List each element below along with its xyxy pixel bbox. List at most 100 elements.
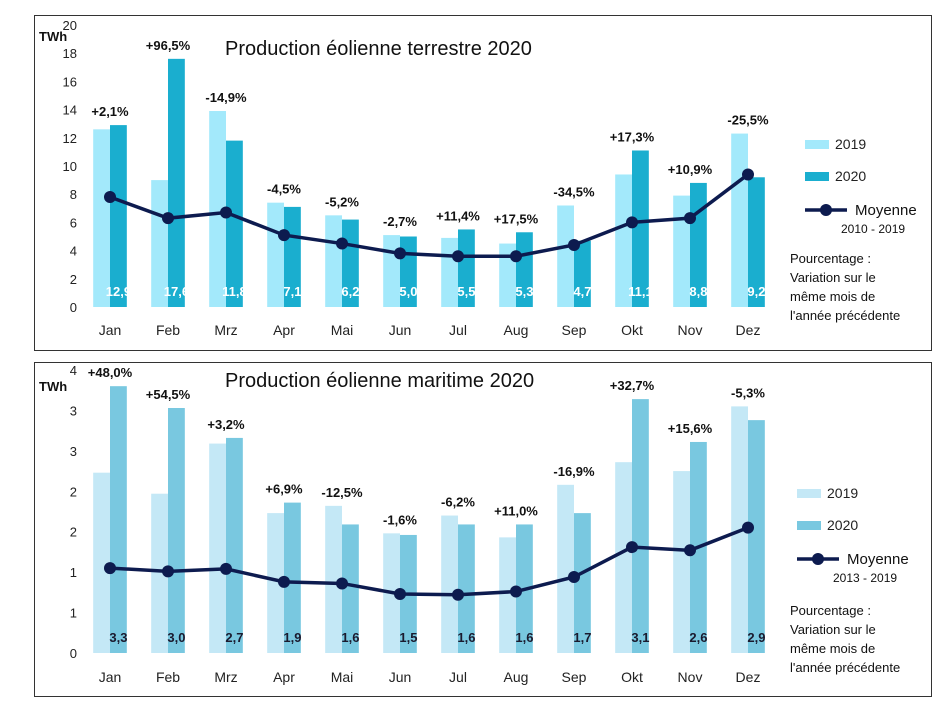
- y-tick-label: 3: [70, 403, 77, 418]
- percentage-note-line: Variation sur le: [790, 270, 876, 285]
- pct-change-label: -5,2%: [325, 194, 359, 209]
- bar-2019: [267, 202, 284, 307]
- bar-2019: [151, 493, 168, 653]
- bar-value-label: 5,5: [457, 284, 475, 299]
- bar-2019: [383, 235, 400, 307]
- y-axis-unit: TWh: [39, 379, 67, 394]
- y-tick-label: 8: [70, 187, 77, 202]
- bar-2019: [325, 215, 342, 307]
- pct-change-label: +15,6%: [668, 421, 713, 436]
- legend-marker-average: [812, 553, 824, 565]
- bar-value-label: 2,6: [689, 630, 707, 645]
- x-tick-label: Mrz: [214, 669, 237, 685]
- y-tick-label: 12: [63, 131, 77, 146]
- average-point: [510, 585, 522, 598]
- x-tick-label: Sep: [562, 669, 587, 685]
- legend-label-average: Moyenne: [847, 551, 909, 568]
- x-tick-label: Mai: [331, 322, 354, 338]
- average-point: [278, 229, 290, 242]
- x-tick-label: Dez: [736, 669, 761, 685]
- legend-label-2019: 2019: [827, 485, 858, 501]
- pct-change-label: +11,4%: [436, 208, 480, 223]
- bar-value-label: 1,6: [457, 630, 475, 645]
- bar-2020: [574, 240, 591, 307]
- average-line: [109, 526, 749, 597]
- average-point: [452, 250, 464, 263]
- bar-value-label: 7,1: [283, 284, 301, 299]
- x-tick-label: Jun: [389, 322, 412, 338]
- bar-2020: [110, 386, 127, 653]
- bar-value-label: 4,7: [573, 284, 591, 299]
- bar-value-label: 2,7: [225, 630, 243, 645]
- y-tick-label: 0: [70, 646, 77, 661]
- bar-2020: [748, 420, 765, 653]
- legend-label-2019: 2019: [835, 136, 866, 152]
- legend-label-2020: 2020: [835, 168, 866, 184]
- average-point: [452, 588, 464, 601]
- average-point: [568, 570, 580, 583]
- average-point: [104, 191, 116, 204]
- y-tick-label: 1: [70, 606, 77, 621]
- x-tick-label: Aug: [504, 322, 529, 338]
- legend-marker-average: [820, 204, 832, 216]
- bar-2019: [499, 537, 516, 653]
- legend-average-period: 2010 - 2019: [841, 222, 905, 236]
- bar-2020: [632, 399, 649, 653]
- pct-change-label: +17,3%: [610, 129, 655, 144]
- bar-2020: [458, 524, 475, 653]
- bar-value-label: 1,6: [515, 630, 533, 645]
- bar-2019: [209, 111, 226, 307]
- average-point: [220, 206, 232, 219]
- bar-2019: [325, 505, 342, 653]
- y-tick-label: 4: [70, 244, 77, 259]
- bar-value-label: 1,6: [341, 630, 359, 645]
- x-tick-label: Apr: [273, 669, 295, 685]
- average-point: [336, 237, 348, 250]
- pct-change-label: -2,7%: [383, 214, 417, 229]
- bar-value-label: 11,8: [222, 284, 247, 299]
- bar-value-label: 1,5: [399, 630, 417, 645]
- y-tick-label: 14: [63, 103, 77, 118]
- x-tick-label: Feb: [156, 669, 180, 685]
- bar-2019: [441, 515, 458, 653]
- average-point: [336, 577, 348, 590]
- average-line: [109, 173, 750, 258]
- legend-swatch-2020: [805, 172, 829, 181]
- legend-swatch-2019: [805, 140, 829, 149]
- bar-value-label: 17,6: [164, 284, 189, 299]
- x-tick-label: Jul: [449, 669, 467, 685]
- average-point: [742, 521, 754, 534]
- pct-change-label: -6,2%: [441, 495, 475, 510]
- bar-2020: [516, 232, 533, 307]
- average-point: [568, 238, 580, 251]
- bar-2020: [458, 229, 475, 307]
- average-point: [510, 250, 522, 263]
- average-point: [162, 565, 174, 578]
- y-tick-label: 16: [63, 74, 77, 89]
- bar-2019: [731, 133, 748, 307]
- average-point: [104, 562, 116, 575]
- bar-value-label: 9,2: [747, 284, 765, 299]
- bar-value-label: 3,3: [109, 630, 127, 645]
- y-tick-label: 1: [70, 565, 77, 580]
- y-tick-label: 2: [70, 525, 77, 540]
- pct-change-label: +54,5%: [146, 387, 191, 402]
- pct-change-label: -5,3%: [731, 385, 765, 400]
- bar-2019: [673, 471, 690, 653]
- percentage-note-line: l'année précédente: [790, 308, 900, 323]
- bar-2020: [168, 58, 185, 308]
- legend-swatch-2020: [797, 521, 821, 530]
- x-tick-label: Jan: [99, 322, 122, 338]
- percentage-note-line: Pourcentage :: [790, 603, 871, 618]
- bar-value-label: 5,3: [515, 284, 533, 299]
- y-tick-label: 2: [70, 272, 77, 287]
- onshore-wind-chart-panel: 0 2 4 6 8 10 12 14 16 18 20 TWh 12,9 +2,1% Jan 17,6 +96,…: [34, 15, 932, 351]
- pct-change-label: -14,9%: [205, 90, 247, 105]
- pct-change-label: -4,5%: [267, 182, 301, 197]
- y-tick-label: 6: [70, 215, 77, 230]
- x-tick-label: Jun: [389, 669, 412, 685]
- x-tick-label: Feb: [156, 322, 180, 338]
- pct-change-label: +10,9%: [668, 162, 713, 177]
- bar-2020: [284, 502, 301, 653]
